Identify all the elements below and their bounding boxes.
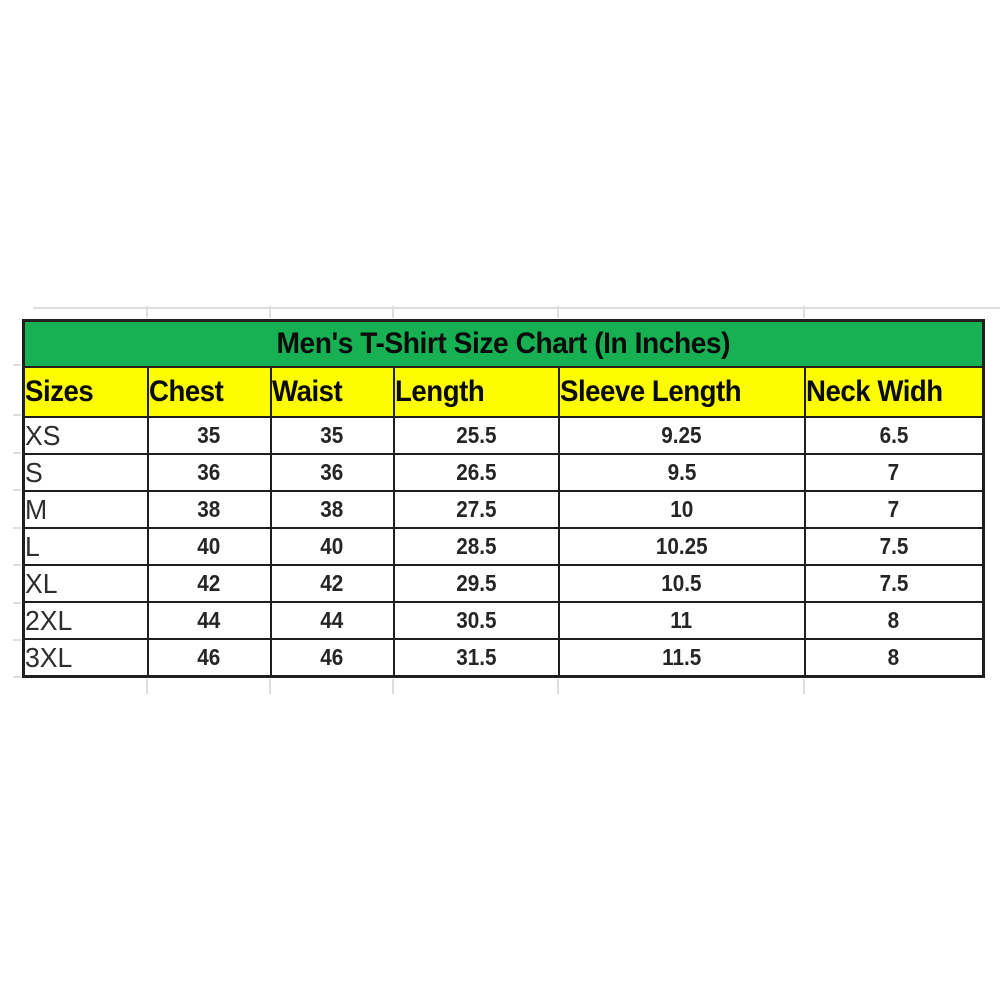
gridline-artifact [557,679,559,694]
gridline-artifact [146,306,148,318]
header-sizes: Sizes [22,366,149,418]
waist-cell: 38 [269,490,395,529]
size-cell: M [22,490,149,529]
neck-width-cell: 7.5 [803,527,985,566]
table-row-xl: XL 42 42 29.5 10.5 7.5 [22,564,985,603]
gridline-artifact [13,527,21,529]
chest-cell: 46 [146,638,272,678]
neck-width-cell: 6.5 [803,416,985,455]
gridline-artifact [13,676,21,678]
waist-cell: 36 [269,453,395,492]
neck-width-cell: 8 [803,601,985,640]
waist-cell: 42 [269,564,395,603]
chest-cell: 38 [146,490,272,529]
chest-cell: 44 [146,601,272,640]
length-cell: 25.5 [392,416,560,455]
table-row-l: L 40 40 28.5 10.25 7.5 [22,527,985,566]
size-cell: XL [22,564,149,603]
waist-cell: 35 [269,416,395,455]
gridline-artifact [13,639,21,641]
length-cell: 29.5 [392,564,560,603]
waist-cell: 44 [269,601,395,640]
length-cell: 28.5 [392,527,560,566]
size-cell: S [22,453,149,492]
length-cell: 30.5 [392,601,560,640]
gridline-artifact [13,414,21,416]
table-row-3xl: 3XL 46 46 31.5 11.5 8 [22,638,985,678]
sleeve-length-cell: 11.5 [557,638,806,678]
waist-cell: 46 [269,638,395,678]
table-row-xs: XS 35 35 25.5 9.25 6.5 [22,416,985,455]
gridline-artifact [392,679,394,694]
neck-width-cell: 7 [803,453,985,492]
gridline-artifact [13,564,21,566]
header-sleeve-length: Sleeve Length [557,366,806,418]
gridline-artifact [13,602,21,604]
gridline-artifact [13,489,21,491]
header-chest: Chest [146,366,272,418]
size-chart-table: Men's T-Shirt Size Chart (In Inches) Siz… [22,319,986,678]
length-cell: 31.5 [392,638,560,678]
header-waist: Waist [269,366,395,418]
gridline-artifact [146,679,148,694]
sleeve-length-cell: 9.25 [557,416,806,455]
neck-width-cell: 7.5 [803,564,985,603]
chest-cell: 35 [146,416,272,455]
chest-cell: 42 [146,564,272,603]
sleeve-length-cell: 11 [557,601,806,640]
waist-cell: 40 [269,527,395,566]
gridline-artifact [803,306,805,318]
gridline-artifact [269,679,271,694]
sleeve-length-cell: 10.5 [557,564,806,603]
chart-title-text: Men's T-Shirt Size Chart (In Inches) [276,327,731,360]
table-row-m: M 38 38 27.5 10 7 [22,490,985,529]
neck-width-cell: 7 [803,490,985,529]
length-cell: 27.5 [392,490,560,529]
table-row-2xl: 2XL 44 44 30.5 11 8 [22,601,985,640]
gridline-artifact [33,307,1000,309]
gridline-artifact [13,364,21,366]
length-cell: 26.5 [392,453,560,492]
sleeve-length-cell: 10.25 [557,527,806,566]
title-row: Men's T-Shirt Size Chart (In Inches) [22,319,985,368]
gridline-artifact [13,452,21,454]
header-length: Length [392,366,560,418]
chest-cell: 36 [146,453,272,492]
size-cell: XS [22,416,149,455]
chest-cell: 40 [146,527,272,566]
size-cell: L [22,527,149,566]
size-cell: 3XL [22,638,149,678]
header-neck-width: Neck Widh [803,366,985,418]
header-row: Sizes Chest Waist Length Sleeve Length N… [22,366,985,418]
size-cell: 2XL [22,601,149,640]
neck-width-cell: 8 [803,638,985,678]
table-row-s: S 36 36 26.5 9.5 7 [22,453,985,492]
chart-title: Men's T-Shirt Size Chart (In Inches) [22,319,985,368]
gridline-artifact [392,306,394,318]
gridline-artifact [557,306,559,318]
gridline-artifact [269,306,271,318]
sleeve-length-cell: 10 [557,490,806,529]
sleeve-length-cell: 9.5 [557,453,806,492]
gridline-artifact [803,679,805,694]
